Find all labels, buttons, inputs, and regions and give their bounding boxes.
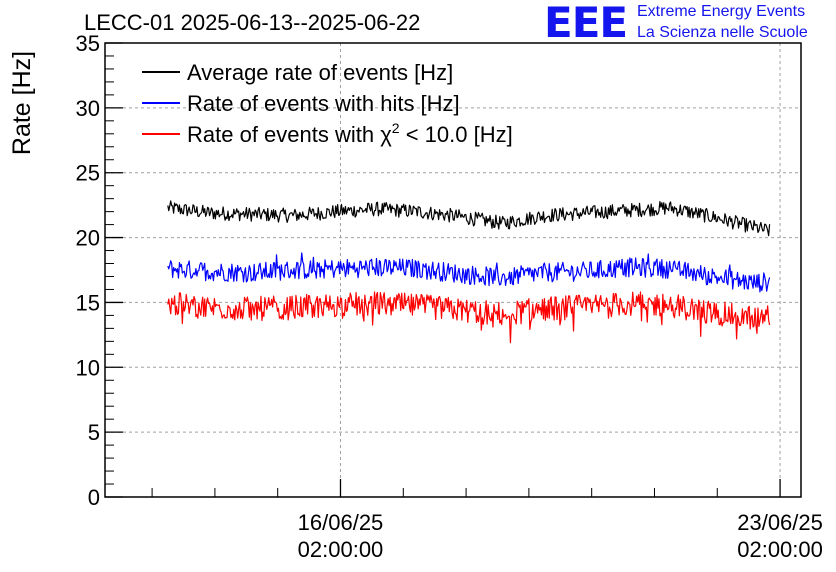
axes: 0510152025303516/06/2502:00:0023/06/2502… [76,31,823,562]
x-tick-label-time: 02:00:00 [298,537,384,562]
logo-line-2: La Scienza nelle Scuole [637,24,808,41]
y-tick-label: 20 [76,226,100,251]
legend-label-hits: Rate of events with hits [Hz] [187,91,460,116]
x-tick-label-date: 16/06/25 [298,510,384,535]
series-layer [167,200,771,344]
legend-label-chi2: Rate of events with χ2 < 10.0 [Hz] [187,120,513,147]
y-axis-label: Rate [Hz] [8,51,36,155]
eee-logo-mark: EEE [544,0,628,47]
y-tick-label: 25 [76,161,100,186]
x-tick-label-time: 02:00:00 [737,537,823,562]
y-tick-label: 10 [76,355,100,380]
y-tick-label: 30 [76,96,100,121]
legend-label-average: Average rate of events [Hz] [187,60,453,85]
grid-lines [105,43,801,497]
plot-frame [104,42,802,498]
legend: Average rate of events [Hz] Rate of even… [142,60,513,147]
y-tick-label: 35 [76,31,100,56]
y-tick-label: 15 [76,290,100,315]
logo-line-1: Extreme Energy Events [637,3,806,20]
x-tick-label-date: 23/06/25 [737,510,823,535]
series-line-2 [167,291,771,344]
y-tick-label: 5 [88,420,100,445]
chart-title: LECC-01 2025-06-13--2025-06-22 [84,10,421,35]
series-line-0 [167,200,771,237]
y-tick-label: 0 [88,485,100,510]
series-line-1 [167,252,771,293]
